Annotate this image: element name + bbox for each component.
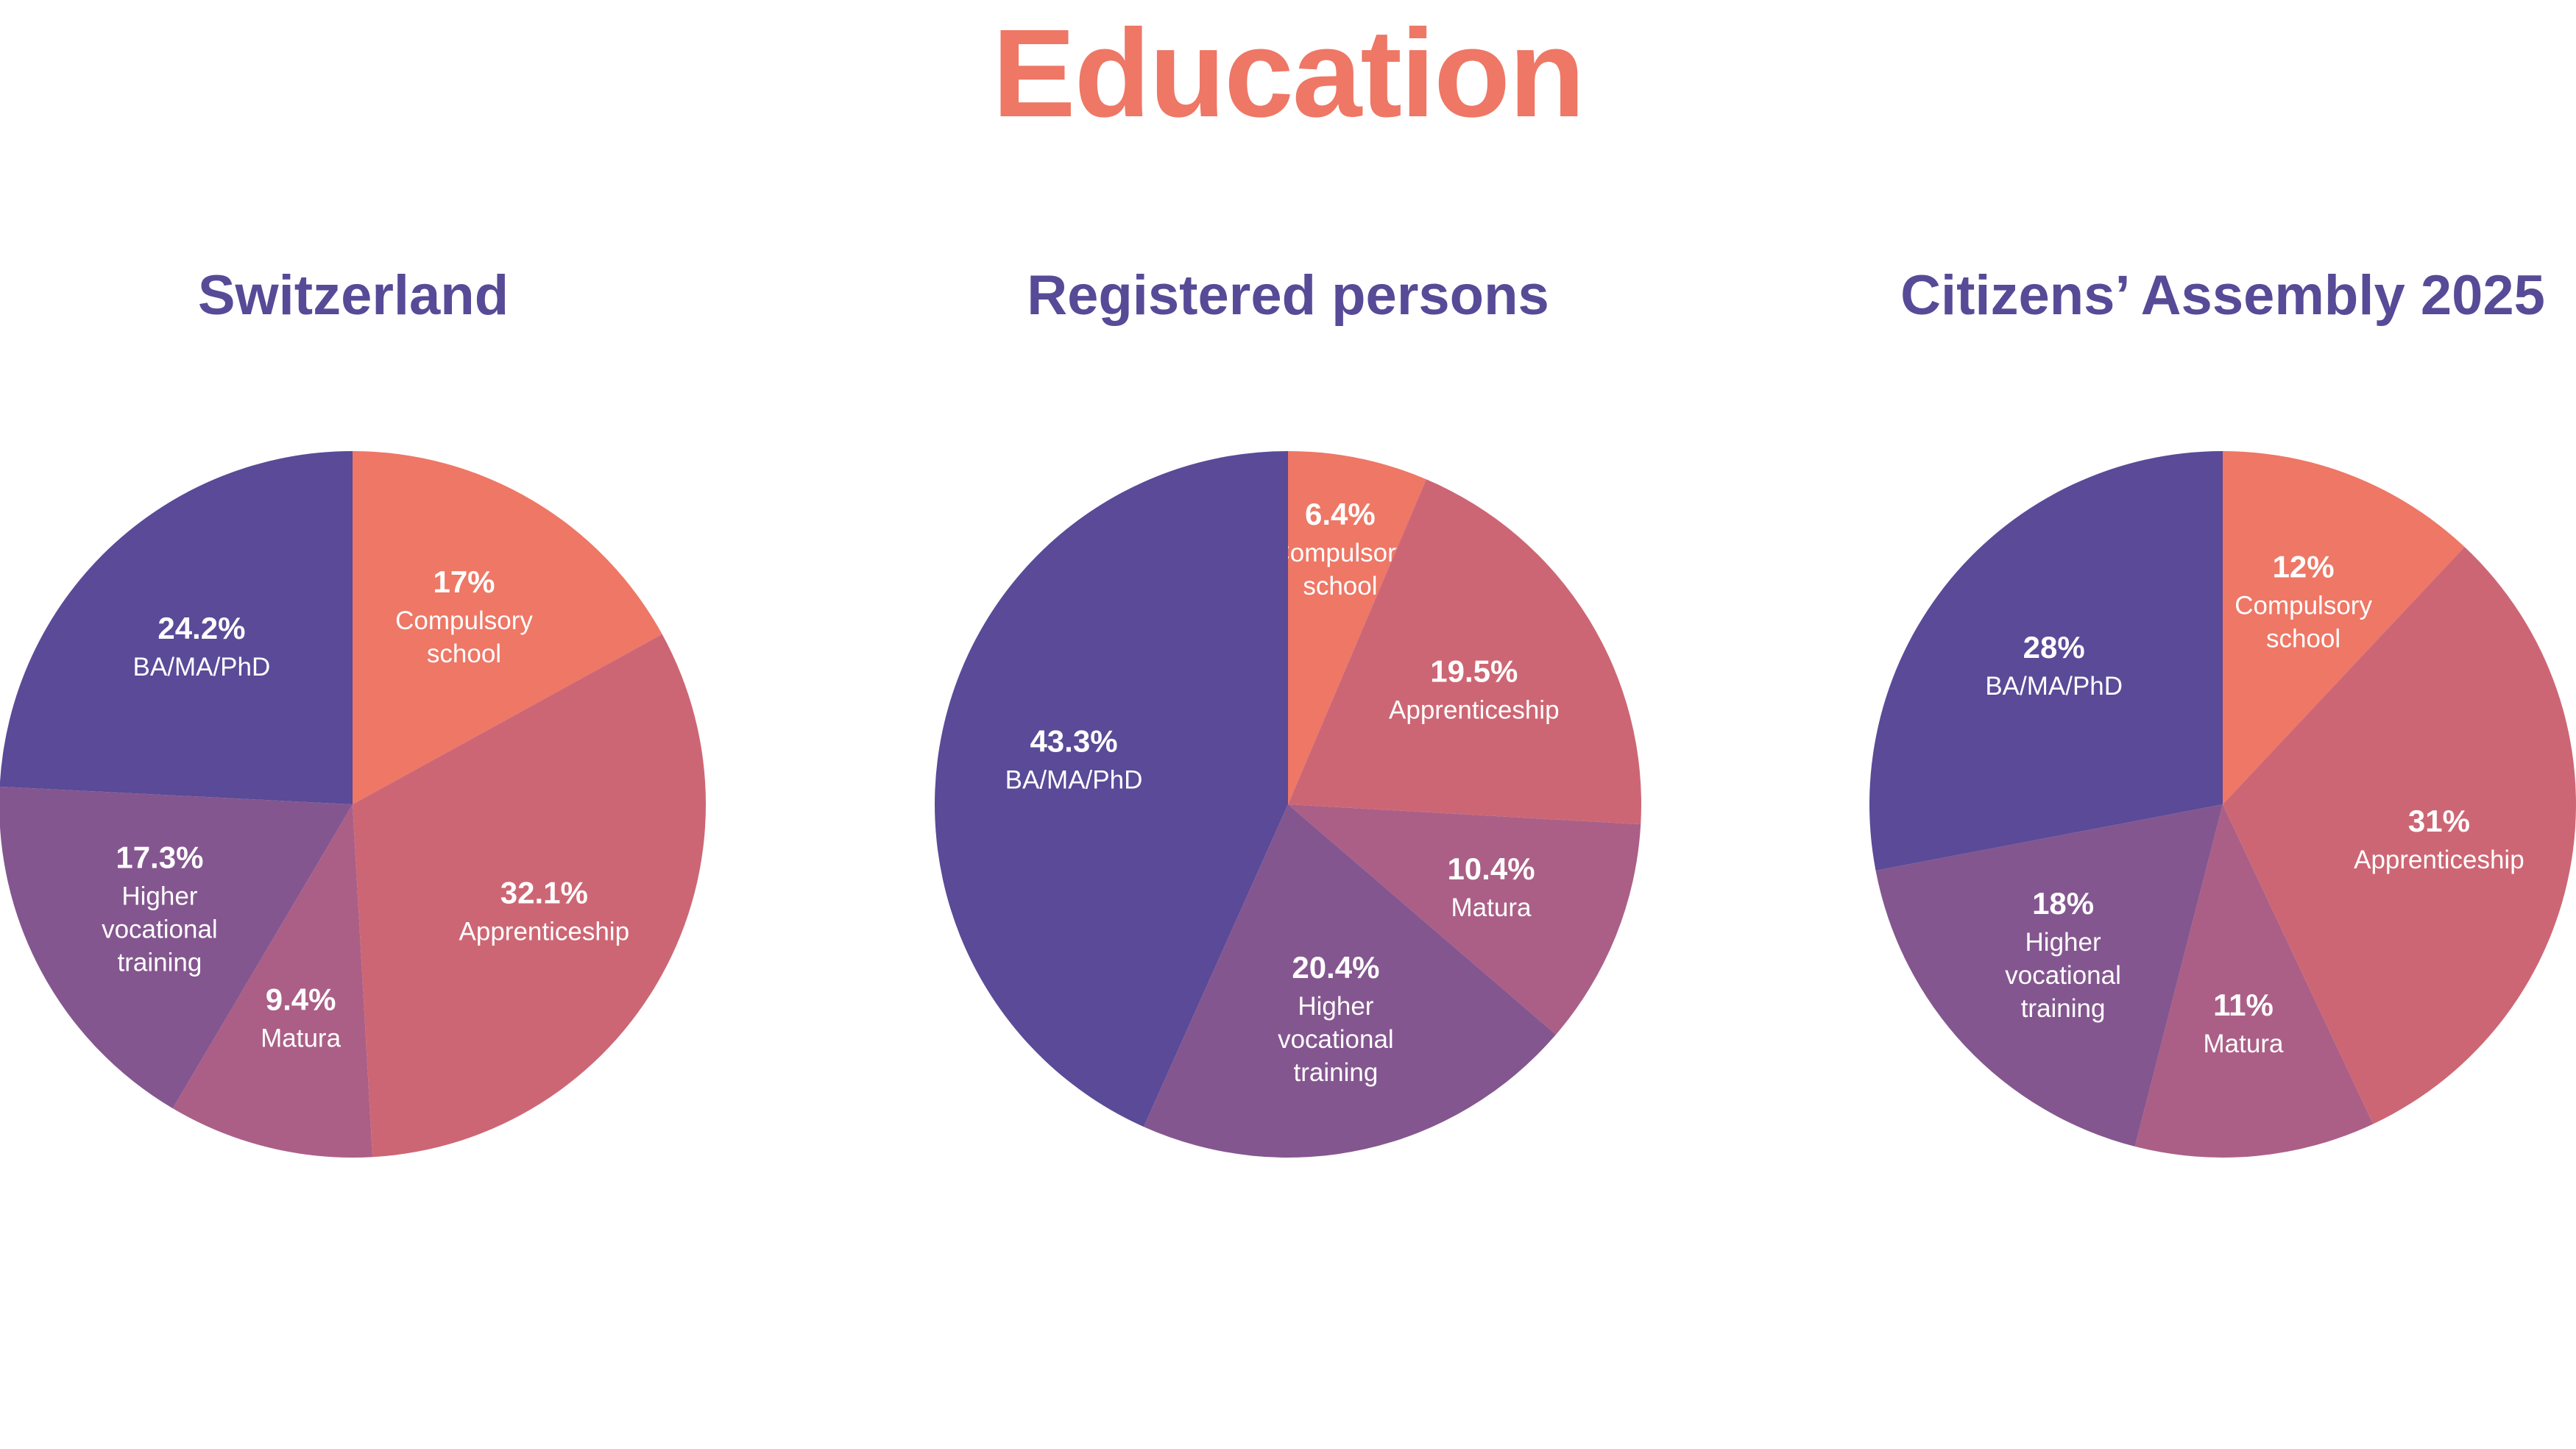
slice-value-label: 11%: [2213, 988, 2274, 1022]
slice-value-label: 28%: [2023, 630, 2085, 665]
slice-value-label: 32.1%: [500, 876, 588, 910]
slice-value-label: 20.4%: [1292, 950, 1379, 985]
pie-slice-matura: [2134, 804, 2374, 1158]
slice-value-label: 18%: [2032, 886, 2094, 921]
slice-value-label: 24.2%: [158, 611, 245, 645]
pie-slice-higher-vocational-training: [1875, 804, 2223, 1147]
chart-title-switzerland: Switzerland: [197, 264, 509, 327]
pie-chart-switzerland: 17% Compulsory school 32.1% Apprenticeship 9.…: [0, 451, 707, 1158]
slice-value-label: 6.4%: [1305, 497, 1376, 531]
slice-value-label: 43.3%: [1030, 723, 1117, 758]
pie-slice-matura: [1288, 804, 1641, 1035]
slice-value-label: 31%: [2408, 804, 2470, 838]
pie-slice-matura: [172, 804, 373, 1158]
slice-value-label: 17%: [433, 564, 495, 599]
slice-category-label: Apprenticeship: [1389, 695, 1560, 724]
slice-category-label: Apprenticeship: [2354, 846, 2524, 874]
slice-value-label: 12%: [2273, 549, 2335, 584]
slice-category-label: Apprenticeship: [459, 918, 630, 946]
slice-category-label: BA/MA/PhD: [1985, 672, 2123, 701]
chart-title-registered-persons: Registered persons: [1027, 264, 1549, 327]
slice-value-label: 10.4%: [1447, 851, 1535, 886]
pie-slice-compulsory-school: [1288, 451, 1426, 804]
slice-value-label: 9.4%: [266, 982, 336, 1017]
slice-value-label: 17.3%: [116, 840, 203, 874]
chart-title-citizens-assembly: Citizens’ Assembly 2025: [1900, 264, 2545, 327]
slice-category-label: Higher vocational training: [102, 882, 218, 977]
pie-slice-ba-ma-phd: [1869, 451, 2223, 871]
slice-category-label: Matura: [2204, 1030, 2284, 1058]
slice-category-label: Higher vocational training: [2005, 928, 2121, 1023]
slice-category-label: BA/MA/PhD: [1005, 765, 1143, 794]
pie-slice-apprenticeship: [353, 634, 707, 1158]
pie-slice-ba-ma-phd: [0, 451, 353, 804]
pie-chart-registered-persons: 6.4% Compulsory school 19.5% Apprenticeship 1…: [935, 450, 1641, 1158]
pie-slice-higher-vocational-training: [1143, 804, 1557, 1158]
slice-category-label: Compulsory school: [1272, 539, 1409, 600]
page-title: Education: [992, 4, 1585, 144]
pie-slice-higher-vocational-training: [0, 786, 353, 1109]
slice-category-label: BA/MA/PhD: [133, 653, 271, 681]
slice-category-label: Compulsory school: [2234, 591, 2372, 653]
slice-value-label: 19.5%: [1430, 653, 1518, 688]
pie-slice-ba-ma-phd: [935, 450, 1288, 1127]
slice-category-label: Higher vocational training: [1278, 992, 1394, 1087]
pie-slice-compulsory-school: [353, 451, 662, 804]
pie-slice-compulsory-school: [2223, 451, 2465, 804]
slice-category-label: Matura: [261, 1024, 341, 1053]
pie-slice-apprenticeship: [1288, 479, 1641, 825]
pie-chart-citizens-assembly: 12% Compulsory school 31% Apprenticeship 11% M…: [1869, 451, 2576, 1158]
pie-slice-apprenticeship: [2223, 547, 2576, 1124]
slice-category-label: Compulsory school: [395, 606, 533, 668]
slice-category-label: Matura: [1451, 893, 1532, 922]
